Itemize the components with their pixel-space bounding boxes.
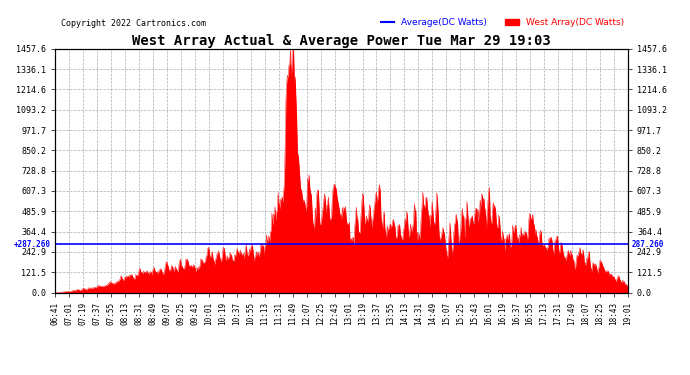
Legend: Average(DC Watts), West Array(DC Watts): Average(DC Watts), West Array(DC Watts) (377, 15, 628, 31)
Text: 287.260: 287.260 (632, 240, 664, 249)
Title: West Array Actual & Average Power Tue Mar 29 19:03: West Array Actual & Average Power Tue Ma… (132, 34, 551, 48)
Text: +287.260: +287.260 (14, 240, 51, 249)
Text: Copyright 2022 Cartronics.com: Copyright 2022 Cartronics.com (61, 20, 206, 28)
